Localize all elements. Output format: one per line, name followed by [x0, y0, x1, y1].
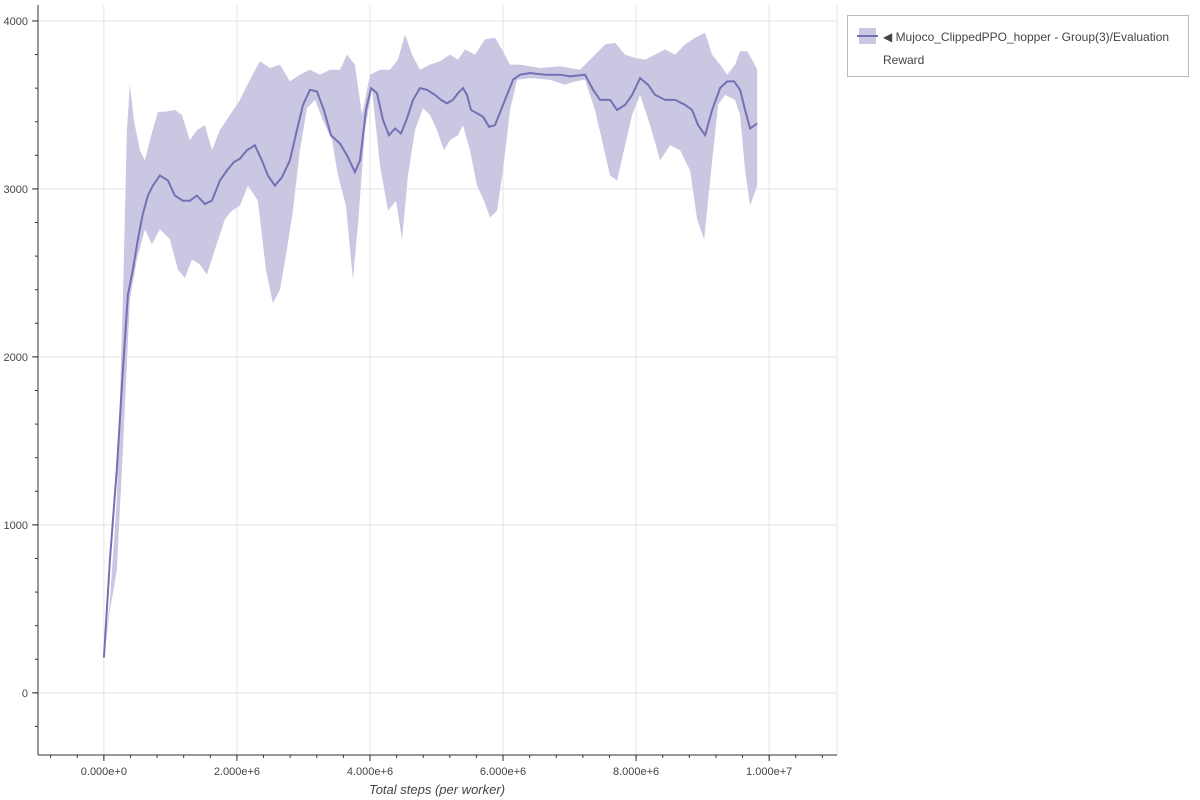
axis-ticks: 0.000e+0 2.000e+6 4.000e+6 6.000e+6 8.000e+6… — [4, 16, 823, 778]
x-axis-label: Total steps (per worker) — [369, 782, 505, 797]
x-tick-label: 4.000e+6 — [347, 766, 393, 778]
y-tick-label: 3000 — [4, 184, 28, 196]
legend-line-swatch — [857, 35, 878, 37]
x-tick-label: 6.000e+6 — [480, 766, 526, 778]
legend-swatch — [857, 28, 878, 44]
x-tick-label: 8.000e+6 — [613, 766, 659, 778]
x-tick-label: 0.000e+0 — [81, 766, 127, 778]
x-tick-label: 2.000e+6 — [214, 766, 260, 778]
series-band — [103, 32, 758, 658]
legend[interactable]: ◀ Mujoco_ClippedPPO_hopper - Group(3)/Ev… — [847, 15, 1189, 77]
y-tick-label: 2000 — [4, 352, 28, 364]
y-tick-label: 1000 — [4, 520, 28, 532]
y-tick-label: 0 — [22, 688, 28, 700]
x-tick-label: 1.000e+7 — [746, 766, 792, 778]
series-mean-line — [102, 71, 758, 658]
y-tick-label: 4000 — [4, 16, 28, 28]
legend-entry[interactable]: ◀ Mujoco_ClippedPPO_hopper - Group(3)/Ev… — [883, 30, 1170, 67]
